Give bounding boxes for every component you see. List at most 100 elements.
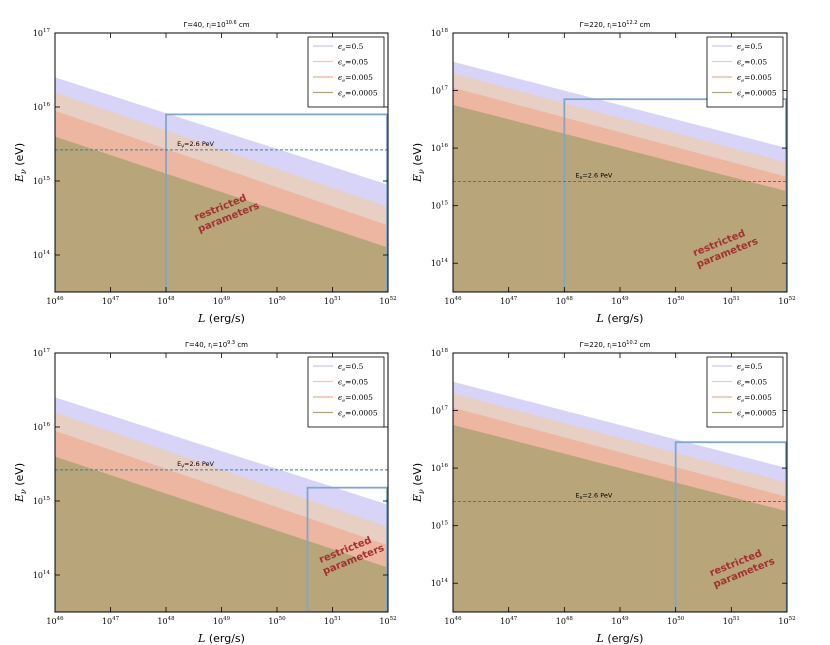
- y-tick-label: 1014: [33, 570, 51, 580]
- plot-area: [55, 77, 388, 292]
- legend-entry: ϵe=0.005: [338, 393, 373, 404]
- legend-entry: ϵe=0.005: [737, 73, 772, 84]
- y-tick-label: 1015: [33, 176, 51, 186]
- x-tick-label: 1046: [444, 296, 462, 306]
- legend-box: [307, 36, 385, 108]
- panel-title: Γ=40, ri=109.3 cm: [185, 340, 248, 351]
- x-tick-label: 1052: [778, 296, 795, 306]
- x-tick-label: 1050: [667, 296, 685, 306]
- y-axis-label: Eν (eV): [411, 143, 426, 183]
- band-4: [453, 424, 787, 612]
- legend-box: [706, 356, 784, 428]
- reference-line-label: Eν=2.6 PeV: [177, 140, 214, 150]
- y-tick-label: 1017: [431, 406, 449, 416]
- x-tick-label: 1051: [723, 296, 740, 306]
- y-tick-label: 1016: [431, 143, 449, 153]
- x-tick-label: 1051: [324, 616, 341, 626]
- y-tick-label: 1015: [431, 521, 449, 531]
- legend-entry: ϵe=0.05: [737, 378, 767, 389]
- plot-area: [453, 381, 787, 612]
- x-axis-label: L (erg/s): [197, 312, 245, 325]
- x-tick-label: 1047: [102, 616, 120, 626]
- y-tick-label: 1016: [33, 422, 51, 432]
- x-tick-label: 1049: [611, 296, 629, 306]
- y-axis-label: Eν (eV): [13, 463, 28, 503]
- plot-area: [55, 397, 388, 612]
- x-axis-label: L (erg/s): [596, 632, 644, 645]
- y-tick-label: 1016: [431, 463, 449, 473]
- legend-entry: ϵe=0.0005: [338, 409, 378, 420]
- y-tick-label: 1017: [33, 348, 51, 358]
- y-tick-label: 1015: [33, 496, 51, 506]
- reference-line-label: Eν=2.6 PeV: [575, 491, 612, 501]
- legend: ϵe=0.5 ϵe=0.05 ϵe=0.005 ϵe=0.0005: [307, 356, 385, 428]
- x-tick-label: 1047: [500, 296, 518, 306]
- legend-entry: ϵe=0.0005: [338, 89, 378, 100]
- panel-title: Γ=40, ri=1010.6 cm: [183, 20, 249, 31]
- y-tick-label: 1014: [431, 578, 449, 588]
- x-tick-label: 1048: [556, 616, 574, 626]
- x-tick-label: 1050: [268, 296, 286, 306]
- band-4: [55, 136, 388, 292]
- x-tick-label: 1049: [611, 616, 629, 626]
- reference-line-label: Eν=2.6 PeV: [177, 460, 214, 470]
- y-axis-label: Eν (eV): [13, 143, 28, 183]
- legend-entry: ϵe=0.005: [338, 73, 373, 84]
- legend-entry: ϵe=0.005: [737, 393, 772, 404]
- legend: ϵe=0.5 ϵe=0.05 ϵe=0.005 ϵe=0.0005: [706, 356, 784, 428]
- x-tick-label: 1048: [157, 616, 175, 626]
- reference-line-label: Eν=2.6 PeV: [575, 171, 612, 181]
- y-tick-label: 1018: [431, 348, 449, 358]
- legend-entry: ϵe=0.0005: [737, 409, 777, 420]
- legend-entry: ϵe=0.0005: [737, 89, 777, 100]
- legend-entry: ϵe=0.05: [737, 58, 767, 69]
- y-tick-label: 1014: [33, 250, 51, 260]
- x-tick-label: 1046: [46, 296, 64, 306]
- band-4: [453, 104, 787, 292]
- x-tick-label: 1052: [379, 616, 396, 626]
- x-tick-label: 1051: [723, 616, 740, 626]
- restricted-box: [165, 113, 388, 292]
- x-tick-label: 1050: [268, 616, 286, 626]
- legend-entry: ϵe=0.5: [737, 362, 763, 373]
- legend-box: [706, 36, 784, 108]
- y-tick-label: 1017: [33, 28, 51, 38]
- legend-entry: ϵe=0.5: [338, 362, 364, 373]
- legend-entry: ϵe=0.5: [338, 42, 364, 53]
- legend-box: [307, 356, 385, 428]
- x-tick-label: 1048: [157, 296, 175, 306]
- x-tick-label: 1049: [213, 616, 231, 626]
- legend: ϵe=0.5 ϵe=0.05 ϵe=0.005 ϵe=0.0005: [307, 36, 385, 108]
- x-tick-label: 1051: [324, 296, 341, 306]
- y-tick-label: 1016: [33, 102, 51, 112]
- x-tick-label: 1050: [667, 616, 685, 626]
- x-tick-label: 1047: [500, 616, 518, 626]
- x-tick-label: 1046: [46, 616, 64, 626]
- band-4: [55, 456, 388, 612]
- y-tick-label: 1018: [431, 28, 449, 38]
- x-tick-label: 1052: [778, 616, 795, 626]
- legend-entry: ϵe=0.05: [338, 58, 368, 69]
- y-tick-label: 1014: [431, 258, 449, 268]
- restricted-box: [674, 441, 787, 612]
- y-tick-label: 1015: [431, 201, 449, 211]
- x-axis-label: L (erg/s): [197, 632, 245, 645]
- legend: ϵe=0.5 ϵe=0.05 ϵe=0.005 ϵe=0.0005: [706, 36, 784, 108]
- x-tick-label: 1052: [379, 296, 396, 306]
- x-tick-label: 1047: [102, 296, 120, 306]
- plot-area: [453, 61, 787, 292]
- panel-title: Γ=220, ri=1012.2 cm: [580, 20, 651, 31]
- restricted-box: [563, 98, 787, 292]
- panel-title: Γ=220, ri=1010.2 cm: [580, 340, 651, 351]
- x-tick-label: 1048: [556, 296, 574, 306]
- x-tick-label: 1049: [213, 296, 231, 306]
- x-tick-label: 1046: [444, 616, 462, 626]
- x-axis-label: L (erg/s): [596, 312, 644, 325]
- legend-entry: ϵe=0.05: [338, 378, 368, 389]
- legend-entry: ϵe=0.5: [737, 42, 763, 53]
